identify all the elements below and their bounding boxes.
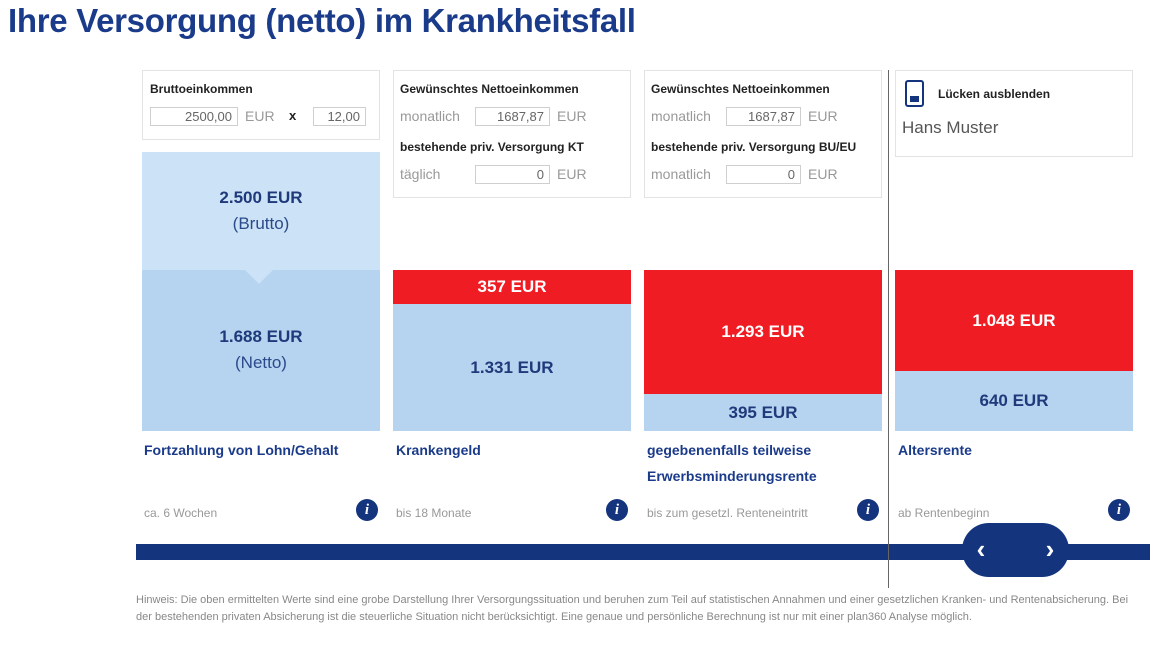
netto-wish-label: Gewünschtes Nettoeinkommen [651, 82, 830, 96]
category-erwerbsminderung: gegebenenfalls teilweise Erwerbsminderun… [647, 437, 817, 489]
page-title: Ihre Versorgung (netto) im Krankheitsfal… [8, 2, 636, 39]
krankengeld-gap-amount: 357 EUR [477, 277, 547, 296]
brutto-amount: 2.500 EUR [219, 188, 303, 207]
brutto-bar: 2.500 EUR (Brutto) [142, 152, 380, 270]
brutto-label: Bruttoeinkommen [150, 82, 253, 96]
person-panel [895, 70, 1133, 157]
multiply-sign: x [289, 108, 297, 123]
timeline-bar [136, 544, 1150, 560]
category-line: gegebenenfalls teilweise [647, 442, 812, 458]
netto-wish-label: Gewünschtes Nettoeinkommen [400, 82, 579, 96]
private-kt-input[interactable]: 0 [475, 165, 550, 184]
phone-toggle-icon[interactable] [905, 80, 924, 107]
period-label: monatlich [651, 108, 711, 124]
period-label: täglich [400, 166, 441, 182]
info-icon[interactable]: i [356, 499, 378, 521]
duration-krankengeld: bis 18 Monate [396, 506, 472, 520]
chevron-right-icon[interactable]: › [1045, 534, 1055, 564]
brutto-currency: EUR [245, 108, 275, 124]
private-bu-input[interactable]: 0 [726, 165, 801, 184]
category-altersrente: Altersrente [898, 442, 972, 458]
netto-bar: 1.688 EUR (Netto) [142, 270, 380, 431]
info-icon[interactable]: i [1108, 499, 1130, 521]
disclaimer-note: Hinweis: Die oben ermittelten Werte sind… [136, 594, 1129, 623]
category-krankengeld: Krankengeld [396, 442, 481, 458]
altersrente-covered-amount: 640 EUR [979, 391, 1049, 410]
private-kt-label: bestehende priv. Versorgung KT [400, 140, 584, 154]
info-icon[interactable]: i [857, 499, 879, 521]
currency-label: EUR [557, 108, 587, 124]
netto-wish-input[interactable]: 1687,87 [475, 107, 550, 126]
altersrente-gap-bar: 1.048 EUR [895, 270, 1133, 371]
krankengeld-gap-bar: 357 EUR [393, 270, 631, 304]
period-label: monatlich [651, 166, 711, 182]
category-line: Erwerbsminderungsrente [647, 468, 817, 484]
info-icon[interactable]: i [606, 499, 628, 521]
brutto-income-input[interactable]: 2500,00 [150, 107, 238, 126]
period-label: monatlich [400, 108, 460, 124]
erwerbsminderung-covered-bar: 395 EUR [644, 394, 882, 431]
krankengeld-covered-bar: 1.331 EUR [393, 304, 631, 431]
currency-label: EUR [808, 166, 838, 182]
private-bu-label: bestehende priv. Versorgung BU/EU [651, 140, 857, 154]
brutto-caption: (Brutto) [232, 214, 290, 233]
timeline-slider-handle[interactable]: ‹ › [962, 523, 1069, 577]
months-input[interactable]: 12,00 [313, 107, 366, 126]
bar-notch [243, 268, 275, 284]
altersrente-covered-bar: 640 EUR [895, 371, 1133, 431]
erwerbsminderung-gap-bar: 1.293 EUR [644, 270, 882, 394]
netto-wish-input[interactable]: 1687,87 [726, 107, 801, 126]
krankengeld-covered-amount: 1.331 EUR [470, 358, 554, 377]
category-lohnfortzahlung: Fortzahlung von Lohn/Gehalt [144, 442, 339, 458]
netto-amount: 1.688 EUR [219, 327, 303, 346]
duration-lohnfortzahlung: ca. 6 Wochen [144, 506, 218, 520]
brutto-input-panel [142, 70, 380, 140]
altersrente-gap-amount: 1.048 EUR [972, 311, 1056, 330]
erwerbsminderung-gap-amount: 1.293 EUR [721, 322, 805, 341]
netto-caption: (Netto) [235, 353, 287, 372]
erwerbsminderung-covered-amount: 395 EUR [728, 403, 798, 422]
currency-label: EUR [557, 166, 587, 182]
retirement-divider-line [888, 70, 889, 588]
duration-altersrente: ab Rentenbeginn [898, 506, 990, 520]
hide-gaps-toggle-label[interactable]: Lücken ausblenden [938, 87, 1051, 101]
customer-name: Hans Muster [902, 118, 999, 137]
currency-label: EUR [808, 108, 838, 124]
duration-erwerbsminderung: bis zum gesetzl. Renteneintritt [647, 506, 808, 520]
chevron-left-icon[interactable]: ‹ [976, 534, 986, 564]
